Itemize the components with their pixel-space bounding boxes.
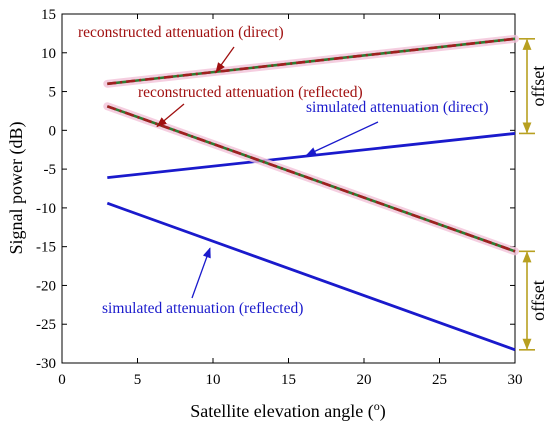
y-tick-label: 0 xyxy=(49,123,57,139)
annotation-arrow xyxy=(215,46,235,74)
y-tick-label: 10 xyxy=(41,46,56,62)
offsets-group: offset offset xyxy=(519,38,548,351)
y-axis-title: Signal power (dB) xyxy=(6,122,27,255)
x-axis-title-sup: o xyxy=(374,399,380,413)
y-tick-label: -10 xyxy=(36,201,56,217)
y-tick-label: -15 xyxy=(36,240,56,256)
axis-ticks: 0 5 10 15 20 25 30 -30 -25 -20 -15 -10 -5 0 5 10 15 xyxy=(36,7,523,388)
annotations-group: reconstructed attenuation (direct) recons… xyxy=(78,24,489,317)
y-tick-label: 15 xyxy=(41,7,56,23)
series-rec_reflected xyxy=(106,105,516,253)
y-tick-label: -5 xyxy=(44,162,57,178)
offset-label: offset xyxy=(528,66,548,107)
annotation-arrow xyxy=(156,103,185,128)
x-tick-label: 0 xyxy=(58,372,66,388)
series-sim_reflected xyxy=(106,201,516,352)
annotation-label: simulated attenuation (reflected) xyxy=(102,300,303,317)
x-tick-label: 15 xyxy=(281,372,296,388)
series-rec_direct-under xyxy=(107,37,516,86)
annotation-label: simulated attenuation (direct) xyxy=(306,99,489,116)
annotation-arrow xyxy=(191,247,211,299)
y-tick-label: -25 xyxy=(36,317,56,333)
y-tick-label: 5 xyxy=(49,85,57,101)
x-tick-label: 30 xyxy=(508,372,523,388)
y-tick-label: -20 xyxy=(36,278,56,294)
x-tick-label: 25 xyxy=(432,372,447,388)
annotation-label: reconstructed attenuation (reflected) xyxy=(138,84,363,101)
y-tick-label: -30 xyxy=(36,356,56,372)
x-tick-label: 20 xyxy=(357,372,372,388)
offset-label: offset xyxy=(528,280,548,321)
annotation-label: reconstructed attenuation (direct) xyxy=(78,24,284,41)
x-tick-label: 10 xyxy=(206,372,221,388)
series-sim_direct xyxy=(107,132,516,180)
x-axis-title: Satellite elevation angle (o) xyxy=(190,399,385,422)
series-group xyxy=(103,34,519,352)
annotation-arrow xyxy=(305,121,379,156)
x-tick-label: 5 xyxy=(134,372,142,388)
